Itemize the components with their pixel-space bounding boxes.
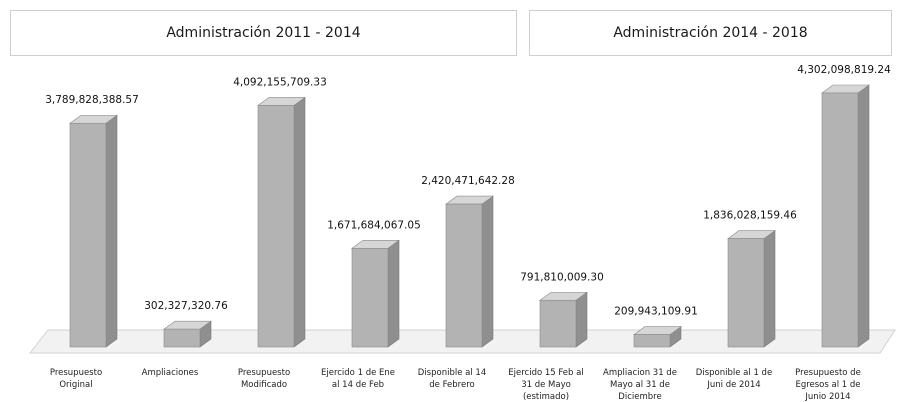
value-label-1: 3,789,828,388.57 [45, 94, 139, 106]
category-label-4: Ejercido 1 de Ene al 14 de Feb [321, 368, 395, 390]
category-label-7: Ampliacion 31 de Mayo al 31 de Diciembre [603, 368, 677, 402]
category-label-9: Presupuesto de Egresos al 1 de Junio 2014 [795, 368, 861, 402]
bar-4 [351, 239, 400, 348]
category-label-2: Ampliaciones [142, 368, 199, 378]
bar-7 [633, 326, 682, 348]
category-label-6: Ejercido 15 Feb al 31 de Mayo (estimado) [508, 368, 583, 402]
value-label-2: 302,327,320.76 [144, 300, 228, 312]
category-label-1: Presupuesto Original [50, 368, 102, 390]
category-label-5: Disponible al 14 de Febrero [418, 368, 486, 390]
bar-9 [821, 84, 870, 348]
bar-8 [727, 230, 776, 348]
value-label-7: 209,943,109.91 [614, 306, 698, 318]
header-right-label: Administración 2014 - 2018 [613, 25, 808, 41]
bar-2 [163, 320, 212, 348]
category-label-3: Presupuesto Modificado [238, 368, 290, 390]
category-label-8: Disponible al 1 de Juni de 2014 [696, 368, 772, 390]
value-label-4: 1,671,684,067.05 [327, 219, 421, 231]
header-administracion-2011-2014: Administración 2011 - 2014 [10, 10, 517, 56]
value-label-3: 4,092,155,709.33 [233, 76, 327, 88]
header-left-label: Administración 2011 - 2014 [166, 25, 361, 41]
value-label-5: 2,420,471,642.28 [421, 175, 515, 187]
header-administracion-2014-2018: Administración 2014 - 2018 [529, 10, 892, 56]
bar-1 [69, 114, 118, 348]
bar-3 [257, 96, 306, 348]
value-label-6: 791,810,009.30 [520, 271, 604, 283]
bar-6 [539, 291, 588, 348]
value-label-9: 4,302,098,819.24 [797, 64, 891, 76]
value-label-8: 1,836,028,159.46 [703, 210, 797, 222]
bar-5 [445, 195, 494, 348]
